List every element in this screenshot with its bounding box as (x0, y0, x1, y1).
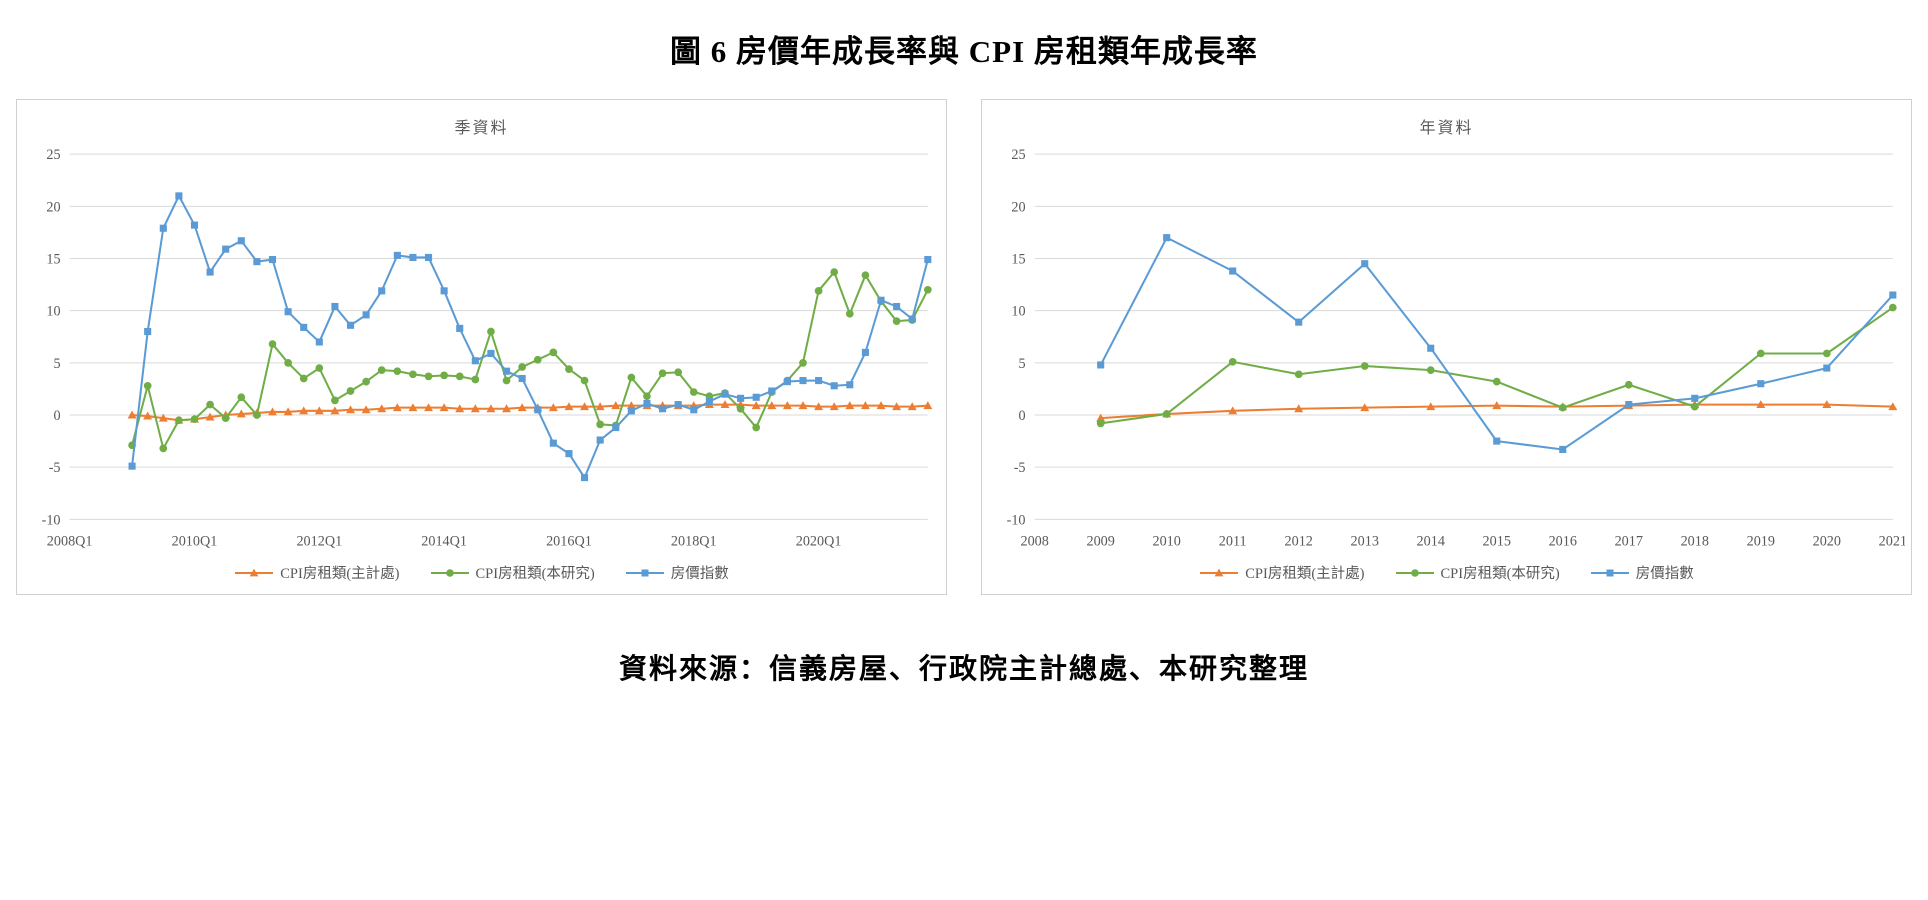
svg-text:-10: -10 (1007, 512, 1026, 528)
svg-text:2014Q1: 2014Q1 (421, 534, 467, 550)
svg-text:2015: 2015 (1483, 534, 1511, 550)
svg-text:-10: -10 (42, 512, 61, 528)
legend-item-cpi-dgbas: CPI房租類(主計處) (234, 562, 400, 583)
svg-text:5: 5 (1018, 356, 1025, 372)
annual-chart-title: 年資料 (1419, 120, 1474, 137)
svg-text:10: 10 (46, 304, 60, 320)
legend-label-house-price: 房價指數 (1635, 566, 1694, 583)
svg-text:-5: -5 (1014, 460, 1026, 476)
svg-text:5: 5 (53, 356, 60, 372)
svg-text:2016Q1: 2016Q1 (546, 534, 592, 550)
svg-text:2010: 2010 (1153, 534, 1181, 550)
svg-text:20: 20 (1011, 199, 1025, 215)
legend-item-house-price: 房價指數 (625, 562, 729, 583)
svg-text:2012: 2012 (1285, 534, 1313, 550)
legend-label-cpi-study: CPI房租類(本研究) (475, 566, 595, 583)
svg-text:2017: 2017 (1615, 534, 1643, 550)
cpi-study-legend-marker-icon (1395, 569, 1434, 577)
svg-text:2020: 2020 (1813, 534, 1841, 550)
figure-title: 圖 6 房價年成長率與 CPI 房租類年成長率 (670, 34, 1258, 69)
svg-text:2012Q1: 2012Q1 (296, 534, 342, 550)
cpi-dgbas-legend-marker-icon (235, 568, 274, 577)
figure-page: 圖 6 房價年成長率與 CPI 房租類年成長率 季資料 25 20 15 10 5 0 -5… (0, 26, 1928, 900)
cpi-study-legend-marker-icon (430, 569, 469, 577)
svg-text:2010Q1: 2010Q1 (172, 534, 218, 550)
cpi-dgbas-legend-marker-icon (1200, 568, 1239, 577)
svg-text:2018: 2018 (1681, 534, 1709, 550)
legend-item-house-price: 房價指數 (1590, 562, 1694, 583)
charts-row: 季資料 25 20 15 10 5 0 -5 -10 2008Q1 2010Q1 2012Q1 201… (0, 99, 1928, 595)
svg-text:25: 25 (46, 147, 60, 163)
house-price-legend-marker-icon (1590, 569, 1629, 577)
svg-text:0: 0 (1018, 408, 1025, 424)
svg-text:15: 15 (1011, 252, 1025, 268)
legend-label-cpi-study: CPI房租類(本研究) (1440, 566, 1560, 583)
svg-text:2019: 2019 (1747, 534, 1775, 550)
quarterly-chart-legend: CPI房租類(主計處) CPI房租類(本研究) 房價指數 (23, 560, 940, 586)
svg-text:-5: -5 (49, 460, 61, 476)
svg-text:15: 15 (46, 252, 60, 268)
svg-text:2011: 2011 (1219, 534, 1247, 550)
svg-text:2013: 2013 (1351, 534, 1379, 550)
svg-text:2020Q1: 2020Q1 (796, 534, 842, 550)
svg-text:20: 20 (46, 199, 60, 215)
legend-item-cpi-study: CPI房租類(本研究) (1395, 562, 1560, 583)
svg-text:2009: 2009 (1086, 534, 1114, 550)
quarterly-chart-plot: 25 20 15 10 5 0 -5 -10 2008Q1 2010Q1 2012Q1 2014Q1 2… (42, 147, 933, 550)
svg-text:25: 25 (1011, 147, 1025, 163)
annual-chart-panel: 年資料 25 20 15 10 5 0 -5 -10 2008 2009 2010 2011 2012 2… (981, 99, 1912, 595)
svg-text:2018Q1: 2018Q1 (671, 534, 717, 550)
svg-text:2014: 2014 (1417, 534, 1445, 550)
legend-label-cpi-dgbas: CPI房租類(主計處) (1245, 566, 1365, 583)
annual-chart-legend: CPI房租類(主計處) CPI房租類(本研究) 房價指數 (988, 560, 1905, 586)
svg-text:10: 10 (1011, 304, 1025, 320)
quarterly-chart-title: 季資料 (454, 120, 509, 137)
svg-text:2008: 2008 (1020, 534, 1048, 550)
quarterly-chart-panel: 季資料 25 20 15 10 5 0 -5 -10 2008Q1 2010Q1 2012Q1 201… (16, 99, 947, 595)
svg-text:0: 0 (53, 408, 60, 424)
legend-label-house-price: 房價指數 (670, 566, 729, 583)
legend-item-cpi-dgbas: CPI房租類(主計處) (1199, 562, 1365, 583)
legend-item-cpi-study: CPI房租類(本研究) (430, 562, 595, 583)
source-note: 資料來源：信義房屋、行政院主計總處、本研究整理 (618, 653, 1309, 685)
svg-text:2021: 2021 (1879, 534, 1905, 550)
house-price-legend-marker-icon (625, 569, 664, 577)
svg-text:2016: 2016 (1549, 534, 1577, 550)
svg-text:2008Q1: 2008Q1 (47, 534, 93, 550)
legend-label-cpi-dgbas: CPI房租類(主計處) (280, 566, 400, 583)
